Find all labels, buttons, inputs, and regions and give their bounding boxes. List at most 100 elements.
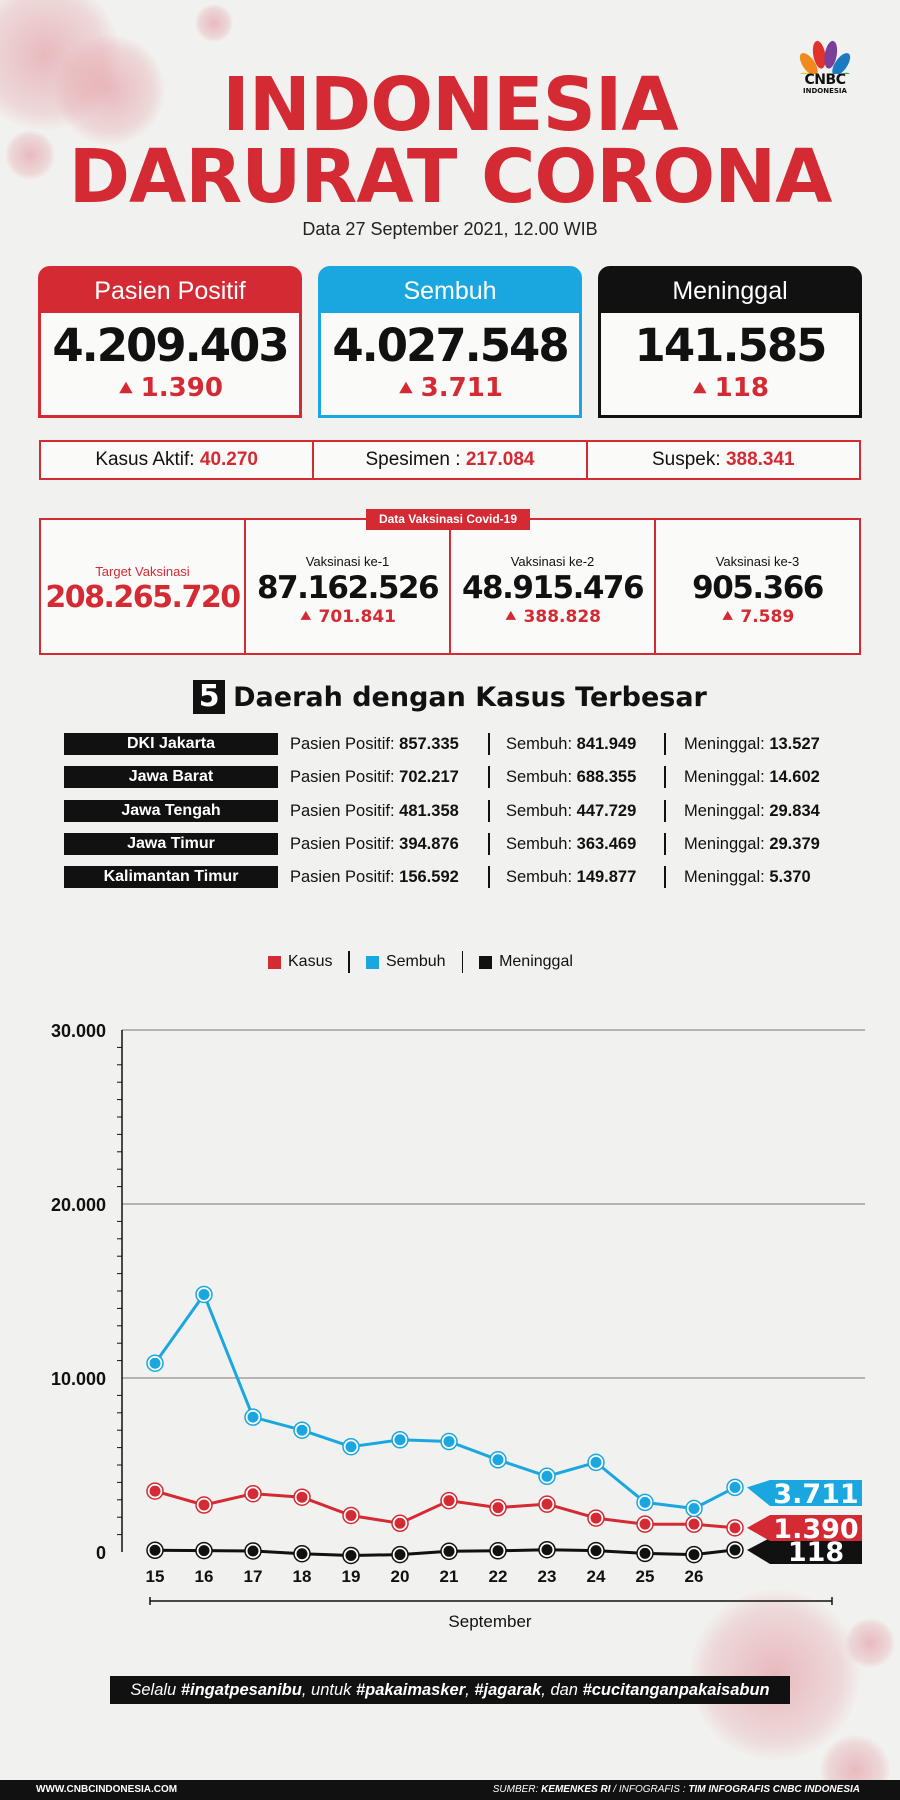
region-deaths: Meninggal: 5.370 — [684, 866, 811, 888]
data-point — [196, 1286, 212, 1302]
data-point — [294, 1422, 310, 1438]
slogan-text: , dan — [541, 1681, 583, 1699]
website-link[interactable]: WWW.CNBCINDONESIA.COM — [36, 1784, 178, 1795]
data-point-ring — [489, 1498, 507, 1517]
divider — [664, 833, 666, 855]
data-point — [686, 1501, 702, 1516]
source-credit: SUMBER: KEMENKES RI / INFOGRAFIS : TIM I… — [493, 1780, 860, 1800]
data-point-ring — [538, 1540, 556, 1559]
x-tick-label: 17 — [244, 1567, 263, 1586]
region-recovered: Sembuh: 841.949 — [506, 733, 636, 755]
divider — [664, 800, 666, 822]
recovered-card: Sembuh 4.027.548 ⯅ 3.711 — [318, 266, 582, 418]
dose-2: Vaksinasi ke-2 48.915.476 ⯅ 388.828 — [451, 520, 656, 653]
data-point-ring — [489, 1542, 507, 1560]
virus-decoration — [195, 4, 233, 42]
data-point-ring — [342, 1437, 360, 1456]
positive-label: Pasien Positif: — [290, 835, 395, 853]
hashtag: #pakaimasker — [355, 1681, 466, 1699]
recovered-label: Sembuh: — [506, 735, 573, 753]
death-value: 29.379 — [769, 835, 820, 853]
virus-decoration — [845, 1618, 895, 1668]
recovered-increase-value: 3.711 — [420, 373, 503, 403]
end-label-tag — [747, 1515, 862, 1541]
positive-label: Pasien Positif: — [290, 868, 395, 886]
dose-3: Vaksinasi ke-3 905.366 ⯅ 7.589 — [656, 520, 859, 653]
title-line-1: INDONESIA — [222, 62, 678, 148]
dose-1-label: Vaksinasi ke-1 — [305, 554, 390, 569]
data-point-ring — [244, 1484, 262, 1503]
region-row: Kalimantan Timur Pasien Positif: 156.592 S… — [64, 866, 844, 890]
data-point-ring — [685, 1499, 703, 1518]
legend-label: Kasus — [288, 953, 333, 970]
data-point — [343, 1547, 359, 1563]
positive-value: 857.335 — [399, 735, 459, 753]
death-card: Meninggal 141.585 ⯅ 118 — [598, 266, 862, 418]
region-row: Jawa Timur Pasien Positif: 394.876 Sembuh:… — [64, 833, 844, 857]
credit-name: TIM INFOGRAFIS CNBC INDONESIA — [688, 1784, 860, 1795]
double-chevron-up-icon: ⯅ — [504, 607, 524, 627]
region-deaths: Meninggal: 29.834 — [684, 800, 820, 822]
specimen: Spesimen : 217.084 — [314, 442, 588, 478]
death-label: Meninggal: — [684, 868, 765, 886]
death-value: 13.527 — [769, 735, 820, 753]
dose-1-increase: ⯅ 701.841 — [246, 607, 449, 627]
data-point-ring — [636, 1544, 654, 1563]
data-point-ring — [726, 1541, 744, 1559]
y-tick-label: 20.000 — [51, 1195, 106, 1215]
data-point-ring — [342, 1546, 360, 1565]
end-label-value: 1.390 — [773, 1514, 858, 1545]
data-point — [245, 1486, 261, 1502]
x-tick-label: 23 — [538, 1567, 557, 1586]
data-point-ring — [391, 1431, 409, 1449]
dose-3-increase-value: 7.589 — [740, 607, 795, 627]
specimen-label: Spesimen : — [365, 449, 461, 470]
end-label-tag — [747, 1538, 862, 1564]
region-row: DKI Jakarta Pasien Positif: 857.335 Sembuh… — [64, 733, 844, 757]
data-point-ring — [293, 1488, 311, 1506]
legend-divider — [461, 951, 464, 973]
positive-card-value: 4.209.403 — [52, 319, 289, 372]
divider — [664, 733, 666, 755]
recovered-value: 688.355 — [576, 768, 637, 786]
x-tick-label: 26 — [685, 1567, 704, 1586]
recovered-card-increase: ⯅ 3.711 — [321, 373, 579, 405]
region-recovered: Sembuh: 149.877 — [506, 866, 636, 888]
positive-label: Pasien Positif: — [290, 735, 395, 753]
dose-1-value: 87.162.526 — [256, 570, 440, 606]
double-chevron-up-icon: ⯅ — [299, 607, 319, 627]
legend-swatch — [365, 955, 379, 969]
region-deaths: Meninggal: 13.527 — [684, 733, 820, 755]
region-recovered: Sembuh: 447.729 — [506, 800, 636, 822]
x-tick-label: 22 — [489, 1567, 508, 1586]
data-point — [588, 1510, 604, 1526]
positive-value: 156.592 — [399, 868, 459, 886]
target-label: Target Vaksinasi — [95, 564, 190, 579]
data-point — [147, 1355, 163, 1371]
recovered-label: Sembuh: — [506, 768, 573, 786]
recovered-value: 447.729 — [576, 802, 637, 820]
divider — [664, 766, 666, 788]
data-point — [637, 1545, 653, 1561]
legend-item-kasus: Kasus — [268, 953, 332, 971]
data-point-ring — [440, 1491, 458, 1510]
divider — [488, 766, 490, 788]
region-positive: Pasien Positif: 857.335 — [290, 733, 459, 755]
death-value: 14.602 — [769, 768, 820, 786]
x-tick-label: 16 — [195, 1567, 214, 1586]
slogan-banner: Selalu #ingatpesanibu, untuk #pakaimaske… — [110, 1676, 790, 1704]
y-tick-label: 10.000 — [51, 1369, 106, 1389]
positive-card-label: Pasien Positif — [41, 269, 299, 313]
positive-value: 702.217 — [399, 768, 459, 786]
recovered-card-value: 4.027.548 — [332, 319, 569, 372]
death-value: 5.370 — [769, 868, 811, 886]
region-name: DKI Jakarta — [64, 733, 278, 755]
data-point-ring — [538, 1495, 556, 1513]
dose-3-label: Vaksinasi ke-3 — [715, 554, 800, 569]
data-point-ring — [293, 1544, 311, 1563]
region-name: Jawa Barat — [64, 766, 278, 788]
divider — [488, 800, 490, 822]
divider — [488, 833, 490, 855]
data-point-ring — [391, 1545, 409, 1564]
x-axis-label: September — [448, 1612, 531, 1631]
